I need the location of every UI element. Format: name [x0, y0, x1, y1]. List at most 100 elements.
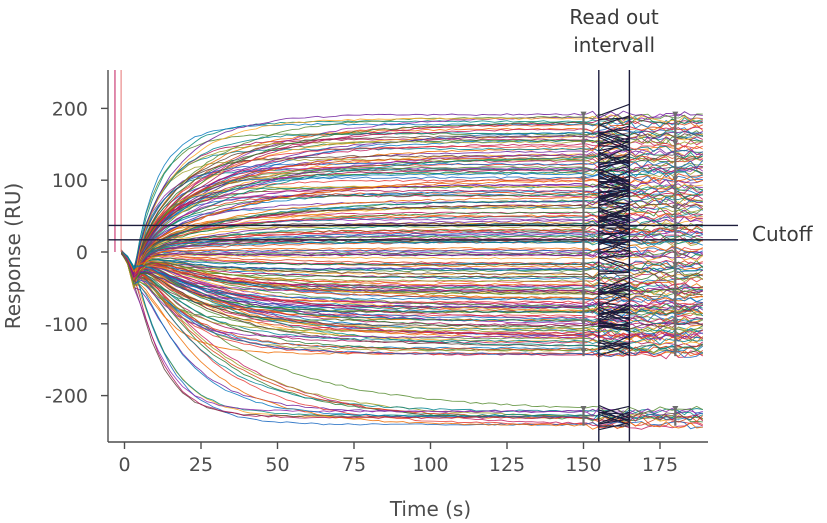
series-line [121, 252, 704, 316]
report-point-arrow [580, 348, 587, 355]
readout-line [598, 412, 630, 415]
readout-line [598, 128, 630, 134]
series-line [121, 252, 704, 358]
series-line [121, 251, 703, 290]
series-line [121, 250, 703, 274]
readout-line [598, 181, 630, 191]
readout-line [598, 217, 630, 223]
axes-group: 0 25 50 75 100 125 150 175 200 100 0 -100 -200 [45, 70, 708, 476]
series-line [121, 251, 704, 280]
readout-line [598, 320, 630, 328]
readout-line [598, 411, 630, 421]
report-point-arrow [580, 319, 587, 326]
x-tick-label: 25 [189, 454, 213, 476]
readout-line [598, 276, 630, 291]
x-tick-label: 150 [565, 454, 601, 476]
x-tick-label: 125 [489, 454, 525, 476]
series-line [121, 147, 704, 276]
series-line [121, 120, 703, 280]
readout-line [598, 316, 630, 321]
annotation-lines-group [108, 224, 738, 241]
series-line [121, 250, 703, 341]
readout-line [598, 188, 630, 202]
readout-line [598, 140, 630, 155]
series-line [121, 251, 704, 424]
series-line [121, 244, 704, 289]
readout-lines-group [598, 70, 631, 442]
readout-line [598, 335, 630, 351]
series-line [121, 116, 703, 280]
series-line [121, 251, 704, 286]
series-line [121, 198, 703, 283]
x-tick-label: 50 [265, 454, 289, 476]
y-axis-title: Response (RU) [1, 183, 25, 330]
series-line [121, 124, 704, 273]
report-point-arrow [672, 204, 679, 211]
series-line [121, 250, 703, 303]
readout-line [598, 137, 630, 146]
series-line [121, 249, 703, 268]
series-line [121, 114, 703, 282]
readout-line [598, 117, 630, 120]
readout-line [598, 215, 630, 231]
series-line [121, 251, 703, 274]
readout-line [598, 343, 630, 351]
series-line [121, 206, 704, 280]
readout-line [598, 159, 630, 166]
readout-line [598, 250, 630, 253]
series-line [121, 218, 703, 275]
readout-line [598, 405, 630, 414]
readout-line [598, 289, 630, 296]
series-line [121, 203, 703, 286]
series-line [120, 250, 703, 335]
x-tick-label: 100 [412, 454, 448, 476]
series-line [121, 253, 704, 298]
series-line [121, 132, 703, 278]
report-point-arrow [580, 405, 587, 412]
series-line [120, 132, 703, 287]
series-line [121, 162, 703, 280]
readout-line [598, 270, 630, 273]
readout-line [598, 342, 630, 348]
report-point-arrow [672, 405, 679, 412]
series-line [121, 251, 703, 430]
report-point-arrow [580, 262, 587, 269]
series-line [121, 249, 703, 316]
report-point-arrow [672, 262, 679, 269]
readout-line [598, 308, 630, 316]
readout-line [598, 210, 630, 223]
readout-line [598, 324, 630, 330]
report-point-arrow [580, 111, 587, 118]
series-line [121, 151, 703, 272]
series-line [121, 137, 703, 282]
series-line [121, 249, 703, 323]
x-tick-label: 0 [118, 454, 130, 476]
readout-line [598, 171, 630, 186]
y-tick-label: -200 [45, 386, 88, 408]
readout-line [598, 240, 630, 251]
readout-line [598, 291, 630, 295]
report-point-arrow [580, 176, 587, 183]
readout-line [598, 341, 630, 357]
report-point-arrow [580, 204, 587, 211]
readout-line [598, 115, 630, 126]
readout-line [598, 192, 630, 200]
series-line [121, 250, 704, 347]
readout-line [598, 136, 630, 152]
readout-line [598, 290, 630, 299]
readout-line [598, 252, 630, 259]
readout-line [598, 204, 630, 213]
readout-line [598, 271, 630, 275]
readout-line [598, 226, 630, 234]
x-tick-label: 75 [342, 454, 366, 476]
x-tick-label: 175 [642, 454, 678, 476]
report-point-arrow [672, 140, 679, 147]
readout-line [598, 257, 630, 271]
readout-line [598, 282, 630, 288]
x-axis-title: Time (s) [389, 497, 471, 521]
cutoff-label: Cutoff [752, 222, 814, 246]
readout-line [598, 156, 630, 159]
readout-line [598, 281, 630, 292]
report-point-arrow [672, 348, 679, 355]
report-point-arrow [580, 226, 587, 233]
